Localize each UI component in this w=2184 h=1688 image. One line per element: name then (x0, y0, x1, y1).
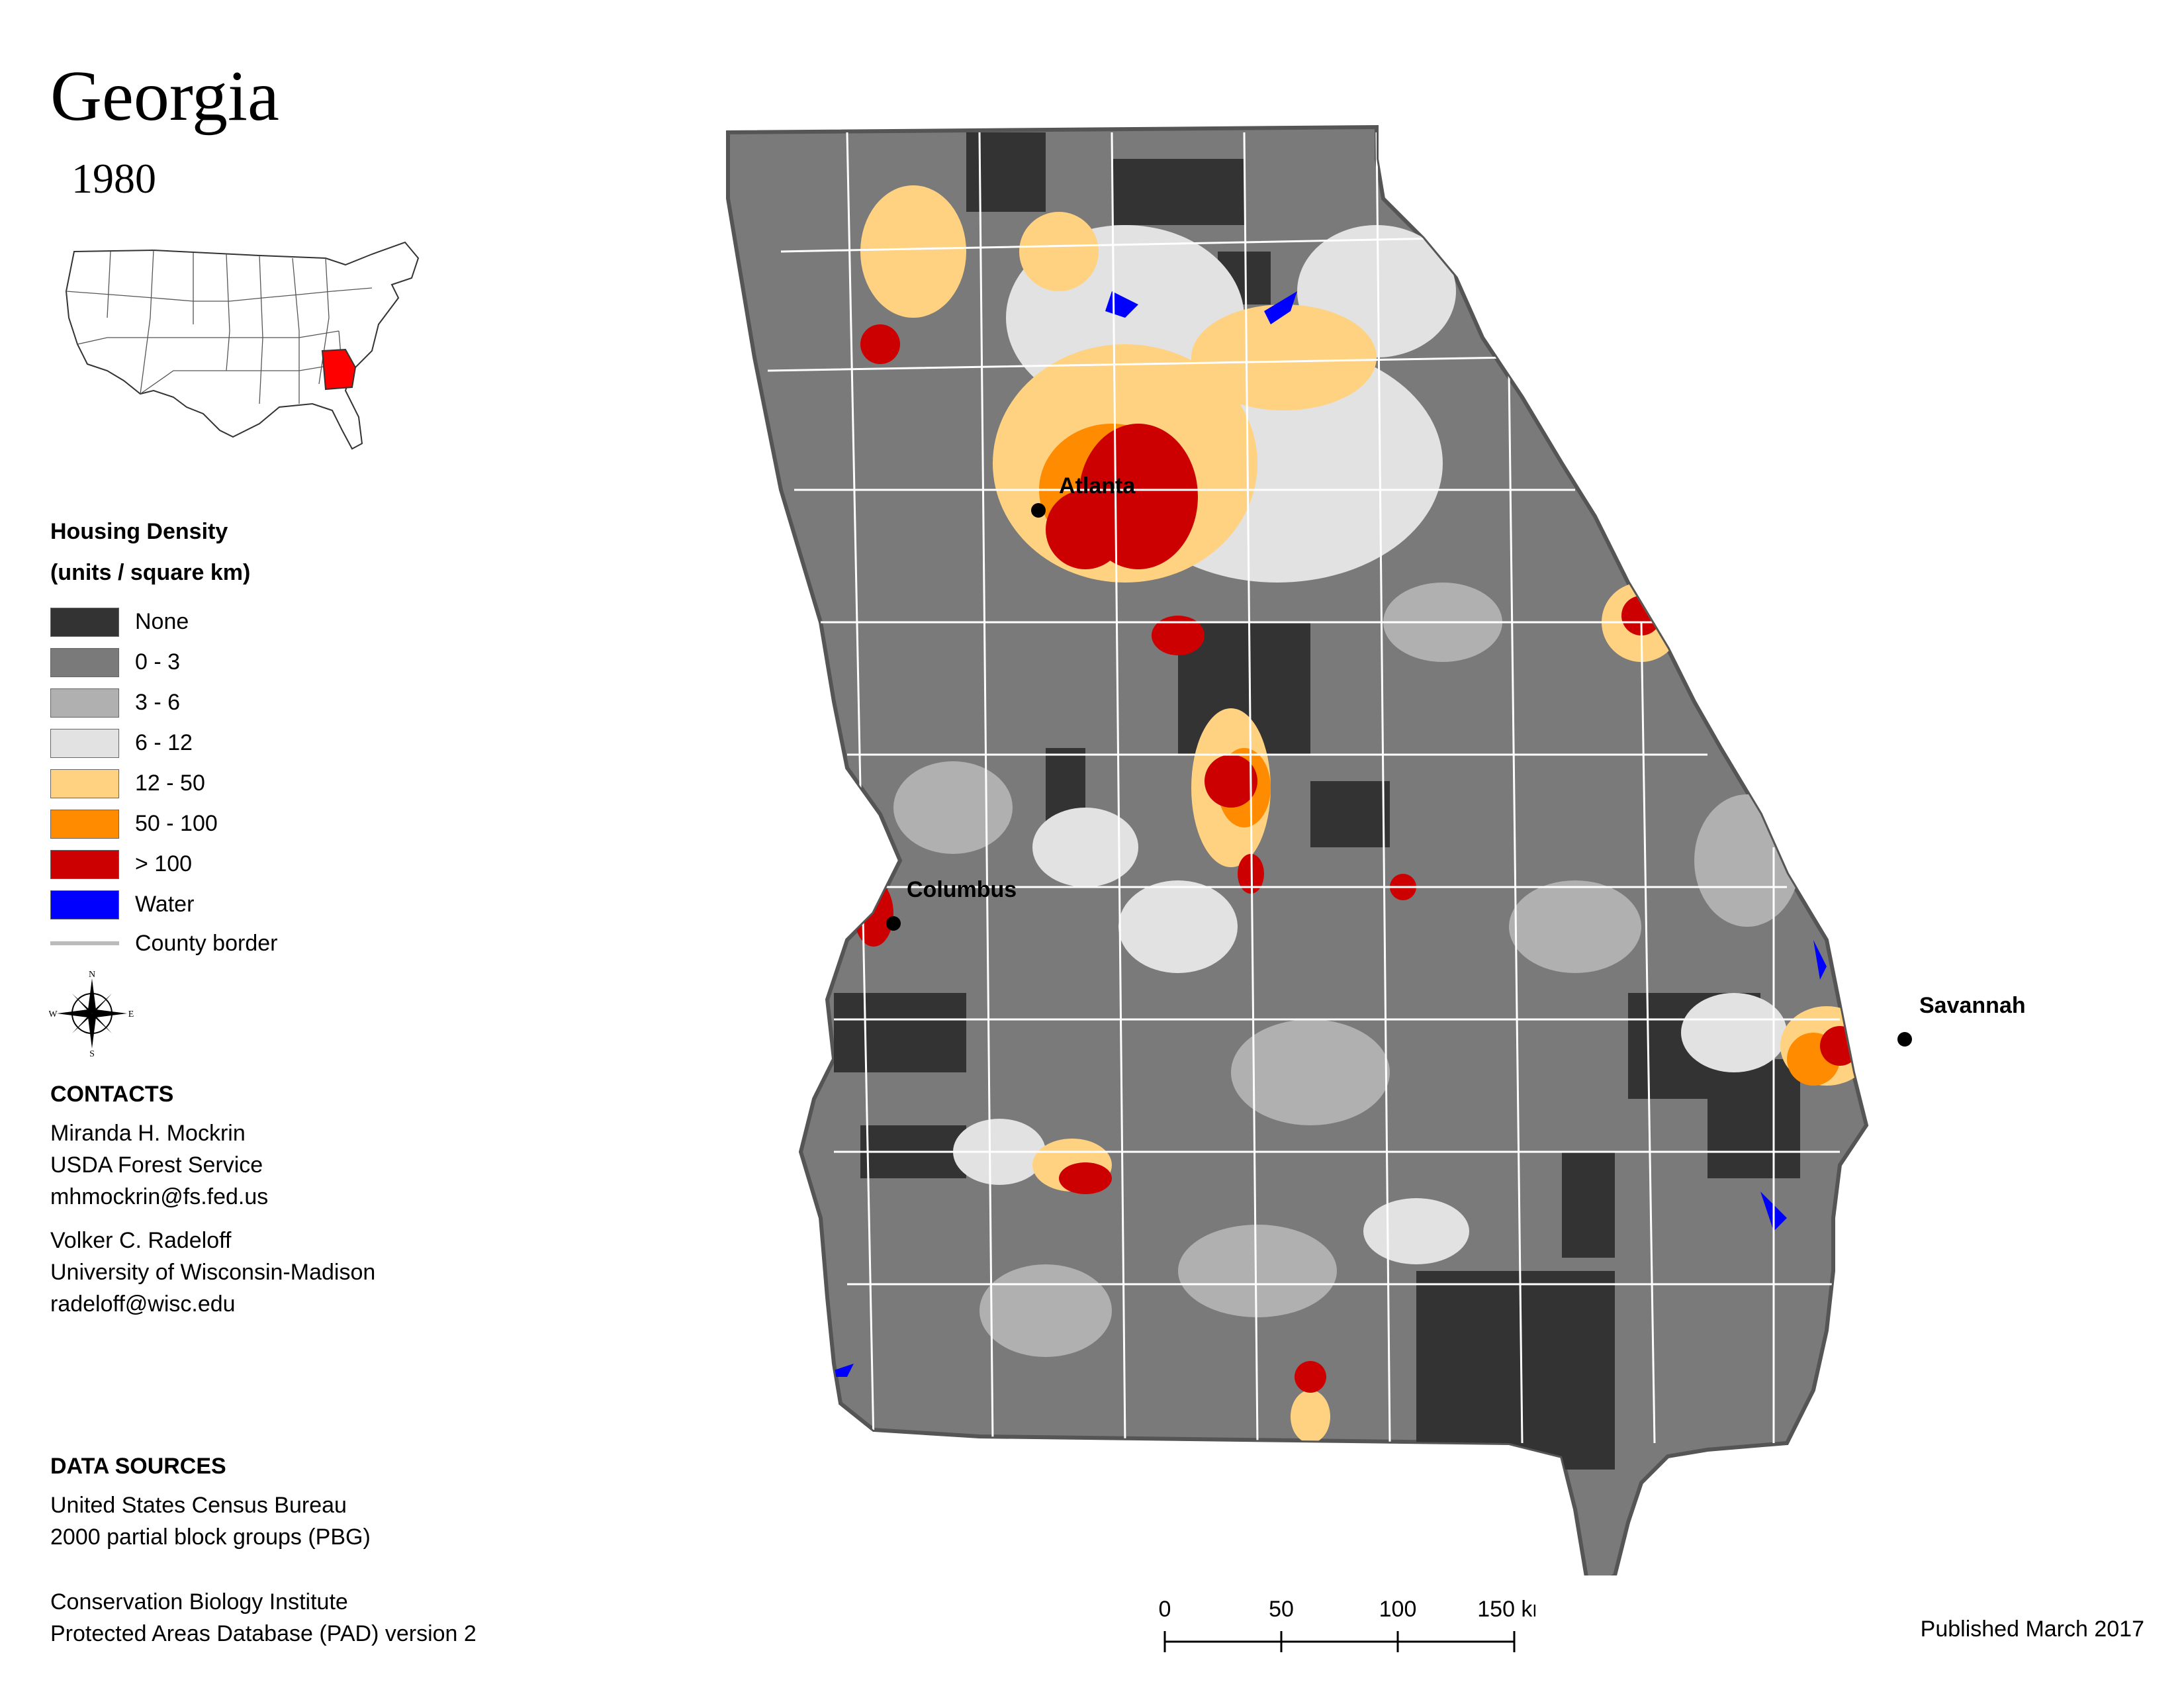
scale-label-100: 100 (1379, 1597, 1417, 1622)
us-inset-map (65, 241, 420, 450)
legend-item-3-6: 3 - 6 (50, 686, 447, 718)
compass-n: N (89, 970, 95, 980)
legend-item-0-3: 0 - 3 (50, 645, 447, 677)
contact-name: Miranda H. Mockrin (50, 1121, 246, 1146)
legend-swatch-0-3 (50, 648, 119, 677)
map-title: Georgia (50, 57, 279, 136)
contact-email: mhmockrin@fs.fed.us (50, 1184, 269, 1209)
columbus-marker (886, 916, 901, 931)
legend-title: Housing Density (50, 519, 228, 544)
legend-label: > 100 (135, 851, 193, 876)
legend-label: 12 - 50 (135, 771, 205, 796)
city-label-savannah: Savannah (1919, 993, 2026, 1018)
us-outline (65, 241, 420, 450)
legend-item-over-100: > 100 (50, 847, 447, 879)
compass-w: W (49, 1009, 58, 1019)
legend-item-none: None (50, 605, 447, 637)
scale-bar: 0 50 100 150 km (1159, 1597, 1535, 1652)
legend-swatch-none (50, 608, 119, 637)
map-year: 1980 (71, 155, 156, 202)
legend-label: Water (135, 892, 195, 917)
legend-subtitle: (units / square km) (50, 560, 251, 585)
legend-swatch-50-100 (50, 810, 119, 839)
compass-s: S (89, 1049, 95, 1056)
legend-item-50-100: 50 - 100 (50, 807, 447, 839)
city-label-atlanta: Atlanta (1059, 473, 1136, 498)
publication-date: Published March 2017 (1920, 1617, 2144, 1642)
density-none-areas (834, 132, 1800, 1470)
legend-label: None (135, 609, 189, 634)
source-line: Conservation Biology Institute (50, 1589, 348, 1615)
legend-item-12-50: 12 - 50 (50, 767, 447, 798)
contact-email: radeloff@wisc.edu (50, 1291, 236, 1317)
legend-swatch-over-100 (50, 850, 119, 879)
legend-swatch-water (50, 890, 119, 919)
legend-label: 50 - 100 (135, 811, 218, 836)
legend-label: 6 - 12 (135, 730, 193, 755)
legend-label: 0 - 3 (135, 649, 181, 675)
contacts-header: CONTACTS (50, 1082, 174, 1107)
legend-label: County border (135, 931, 278, 956)
source-line: Protected Areas Database (PAD) version 2 (50, 1621, 477, 1646)
scale-label-50: 50 (1269, 1597, 1294, 1622)
legend-swatch-3-6 (50, 688, 119, 718)
legend-item-6-12: 6 - 12 (50, 726, 447, 758)
legend-label: 3 - 6 (135, 690, 181, 715)
legend-swatch-12-50 (50, 769, 119, 798)
savannah-marker (1897, 1032, 1912, 1047)
data-source-1: United States Census Bureau 2000 partial… (50, 1489, 371, 1553)
atlanta-marker (1031, 503, 1046, 518)
georgia-housing-density-map: Atlanta Columbus Savannah (726, 124, 2026, 1575)
scale-label-150: 150 km (1477, 1597, 1535, 1622)
georgia-highlight (321, 348, 357, 391)
compass-rose-icon: N S E W (49, 970, 134, 1056)
contact-org: University of Wisconsin-Madison (50, 1260, 376, 1285)
legend-item-county-border: County border (50, 927, 447, 959)
contact-block-1: Miranda H. Mockrin USDA Forest Service m… (50, 1117, 268, 1213)
legend-item-water: Water (50, 888, 447, 919)
source-line: 2000 partial block groups (PBG) (50, 1524, 371, 1550)
city-label-columbus: Columbus (907, 877, 1017, 902)
density-over-100-areas (854, 324, 1860, 1393)
contact-block-2: Volker C. Radeloff University of Wiscons… (50, 1225, 375, 1320)
legend-swatch-6-12 (50, 729, 119, 758)
contact-name: Volker C. Radeloff (50, 1228, 232, 1253)
data-source-2: Conservation Biology Institute Protected… (50, 1586, 477, 1650)
source-line: United States Census Bureau (50, 1493, 347, 1518)
data-sources-header: DATA SOURCES (50, 1454, 226, 1479)
scale-label-0: 0 (1159, 1597, 1171, 1622)
compass-e: E (128, 1009, 134, 1019)
legend-swatch-county-border (50, 941, 119, 945)
contact-org: USDA Forest Service (50, 1152, 263, 1178)
